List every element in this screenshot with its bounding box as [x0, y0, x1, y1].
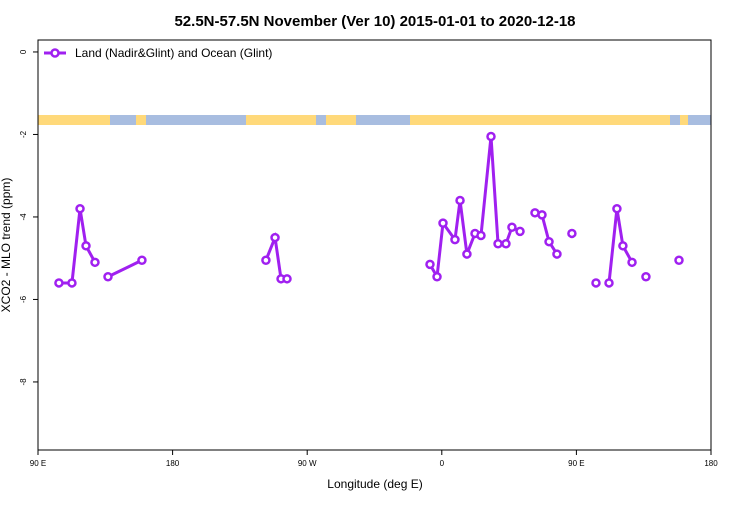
data-point — [604, 278, 614, 288]
data-point — [103, 272, 113, 282]
x-tick-label: 90 E — [568, 459, 584, 468]
data-point — [270, 232, 280, 243]
legend-marker — [50, 48, 60, 58]
data-point — [486, 131, 496, 142]
data-point — [81, 241, 91, 251]
data-point — [627, 257, 637, 268]
data-line — [428, 136, 521, 282]
data-point — [618, 241, 628, 251]
x-tick-label: 180 — [166, 459, 180, 468]
x-tick-label: 180 — [704, 459, 718, 468]
data-point — [476, 230, 486, 241]
data-point — [438, 218, 448, 228]
land-ocean-strip — [38, 115, 711, 125]
data-point — [282, 274, 292, 284]
data-point — [261, 255, 271, 266]
y-axis-label: XCO2 - MLO trend (ppm) — [0, 178, 13, 313]
data-point — [450, 234, 460, 245]
y-tick-label: 0 — [19, 49, 28, 54]
data-point — [591, 278, 601, 288]
data-point — [537, 210, 547, 220]
y-tick-label: -4 — [19, 213, 28, 221]
data-point — [137, 255, 147, 266]
data-point — [552, 249, 562, 259]
x-axis-label: Longitude (deg E) — [327, 477, 422, 491]
data-point — [544, 236, 554, 247]
data-point — [462, 249, 472, 259]
data-point — [75, 203, 85, 214]
data-point — [425, 259, 435, 270]
data-point — [455, 195, 465, 206]
data-point — [674, 255, 684, 266]
x-tick-label: 0 — [440, 459, 445, 468]
x-tick-label: 90 E — [30, 459, 46, 468]
y-tick-label: -8 — [19, 378, 28, 386]
y-tick-label: -2 — [19, 130, 28, 138]
legend-label: Land (Nadir&Glint) and Ocean (Glint) — [75, 46, 272, 60]
plot-frame — [37, 39, 712, 451]
data-point — [493, 239, 503, 249]
data-point — [507, 222, 517, 233]
data-line — [607, 208, 634, 284]
data-line — [534, 211, 559, 255]
x-tick-label: 90 W — [298, 459, 317, 468]
data-point — [501, 239, 511, 249]
data-point — [515, 226, 525, 237]
chart-title: 52.5N-57.5N November (Ver 10) 2015-01-01… — [174, 13, 575, 30]
data-point — [90, 257, 100, 268]
data-point — [567, 228, 577, 239]
y-tick-label: -6 — [19, 295, 28, 303]
data-point — [432, 272, 442, 282]
data-point — [54, 278, 64, 288]
data-point — [67, 278, 77, 288]
data-point — [612, 203, 622, 214]
data-line — [107, 258, 143, 279]
data-point — [641, 272, 651, 282]
